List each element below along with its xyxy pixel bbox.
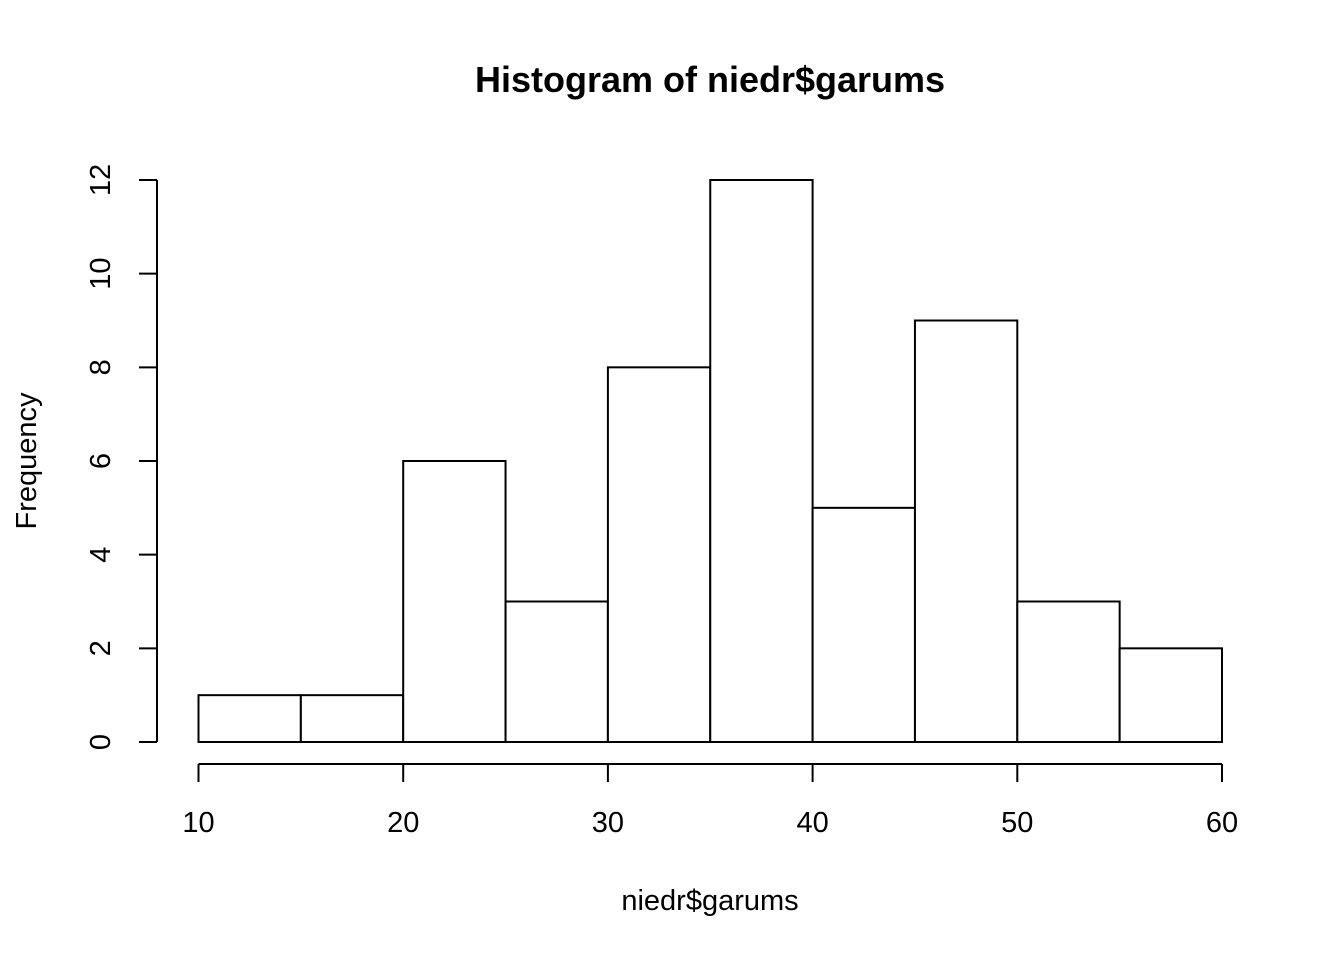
histogram-bar	[606, 366, 712, 743]
y-axis-label: Frequency	[11, 392, 43, 530]
histogram-bar	[709, 179, 814, 743]
x-tick-label: 60	[1206, 807, 1238, 839]
histogram-bar	[913, 319, 1019, 743]
y-tick-label: 8	[85, 359, 117, 375]
histogram-bar	[811, 506, 916, 744]
y-axis: 0 2 4 6 8 10 12	[85, 164, 158, 750]
histogram-bar	[504, 600, 609, 743]
histogram-bar	[197, 694, 302, 744]
x-axis: 10 20 30 40 50 60	[182, 763, 1238, 839]
y-tick-label: 6	[85, 453, 117, 469]
y-tick-label: 4	[85, 547, 117, 563]
histogram-bar	[1016, 600, 1121, 743]
y-tick-label: 12	[85, 164, 117, 196]
y-tick-label: 2	[85, 640, 117, 656]
histogram-bar	[299, 694, 405, 744]
x-tick-label: 40	[796, 807, 828, 839]
y-tick-label: 0	[85, 734, 117, 750]
y-tick-label: 10	[85, 258, 117, 290]
chart-title: Histogram of niedr$garums	[475, 59, 945, 100]
histogram-bar	[1118, 647, 1224, 743]
histogram-bar	[402, 460, 507, 743]
x-tick-label: 20	[387, 807, 419, 839]
x-tick-label: 30	[592, 807, 624, 839]
x-tick-label: 10	[182, 807, 214, 839]
bars-group	[197, 179, 1224, 744]
x-tick-label: 50	[1001, 807, 1033, 839]
x-axis-label: niedr$garums	[621, 885, 798, 917]
